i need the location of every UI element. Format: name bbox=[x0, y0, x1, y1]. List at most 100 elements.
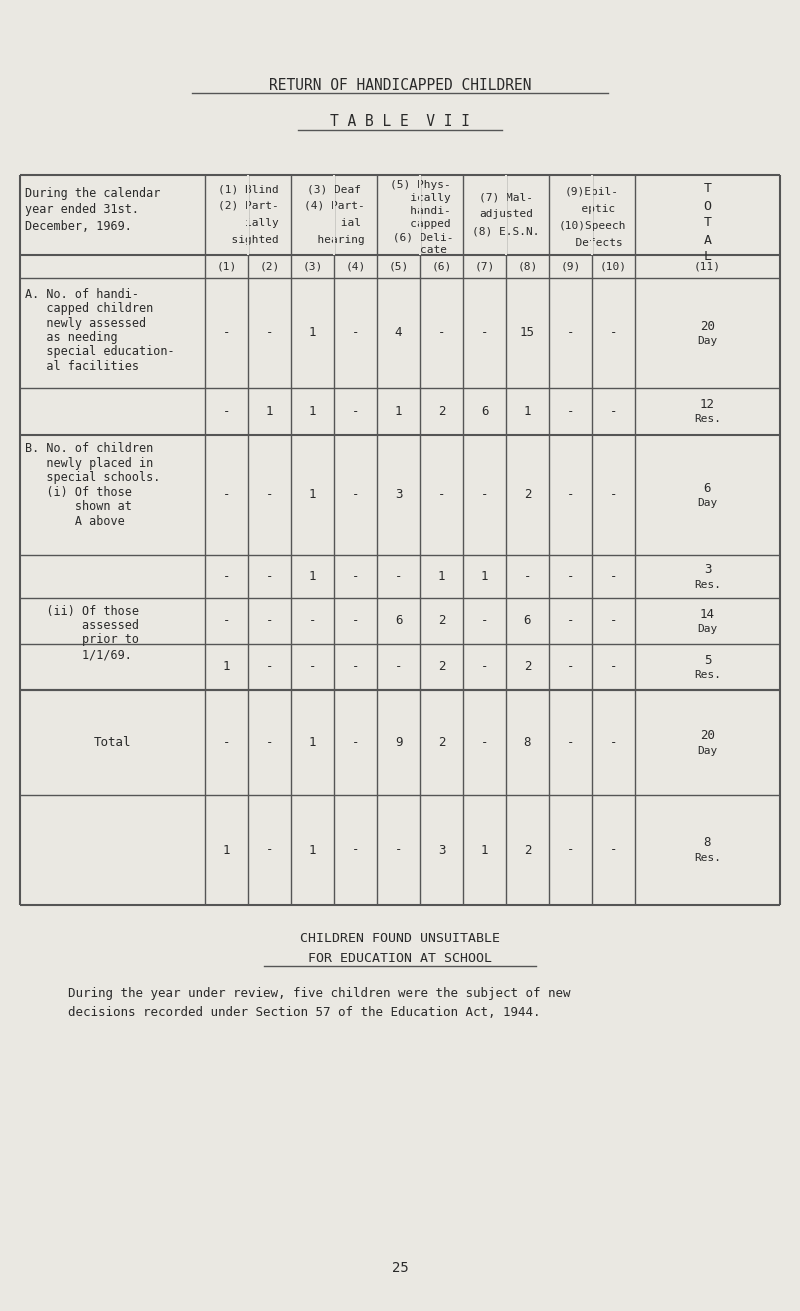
Text: (6) Deli-: (6) Deli- bbox=[386, 232, 454, 243]
Text: (3) Deaf: (3) Deaf bbox=[307, 184, 361, 194]
Text: -: - bbox=[222, 570, 230, 583]
Text: as needing: as needing bbox=[25, 330, 118, 343]
Text: (1): (1) bbox=[216, 261, 237, 271]
Text: 14: 14 bbox=[700, 607, 715, 620]
Text: -: - bbox=[309, 661, 316, 674]
Text: -: - bbox=[566, 405, 574, 418]
Text: newly placed in: newly placed in bbox=[25, 458, 154, 471]
Text: -: - bbox=[566, 326, 574, 340]
Text: T A B L E  V I I: T A B L E V I I bbox=[330, 114, 470, 130]
Text: -: - bbox=[481, 735, 488, 749]
Text: -: - bbox=[266, 843, 274, 856]
Bar bbox=[333, 174, 335, 256]
Text: 2: 2 bbox=[524, 489, 531, 502]
Text: T: T bbox=[703, 182, 711, 195]
Text: -: - bbox=[309, 615, 316, 628]
Text: 12: 12 bbox=[700, 399, 715, 412]
Text: al facilities: al facilities bbox=[25, 361, 139, 374]
Text: ially: ially bbox=[218, 218, 278, 228]
Text: newly assessed: newly assessed bbox=[25, 316, 146, 329]
Text: -: - bbox=[481, 326, 488, 340]
Text: 2: 2 bbox=[524, 843, 531, 856]
Text: December, 1969.: December, 1969. bbox=[25, 220, 132, 233]
Text: (4): (4) bbox=[346, 261, 366, 271]
Text: During the calendar: During the calendar bbox=[25, 186, 160, 199]
Text: 3: 3 bbox=[394, 489, 402, 502]
Text: year ended 31st.: year ended 31st. bbox=[25, 203, 139, 216]
Text: 1: 1 bbox=[309, 489, 316, 502]
Text: eptic: eptic bbox=[568, 205, 616, 214]
Text: -: - bbox=[266, 570, 274, 583]
Text: (7) Mal-: (7) Mal- bbox=[479, 191, 533, 202]
Text: -: - bbox=[222, 735, 230, 749]
Text: -: - bbox=[352, 843, 359, 856]
Text: 2: 2 bbox=[438, 405, 446, 418]
Text: 1: 1 bbox=[266, 405, 274, 418]
Text: -: - bbox=[222, 405, 230, 418]
Text: -: - bbox=[566, 735, 574, 749]
Text: 20: 20 bbox=[700, 729, 715, 742]
Text: -: - bbox=[610, 489, 618, 502]
Text: -: - bbox=[266, 615, 274, 628]
Text: 1: 1 bbox=[394, 405, 402, 418]
Text: cate: cate bbox=[393, 245, 447, 256]
Text: Defects: Defects bbox=[562, 239, 622, 248]
Text: Day: Day bbox=[698, 746, 718, 755]
Text: 2: 2 bbox=[438, 661, 446, 674]
Text: L: L bbox=[703, 250, 711, 264]
Text: Res.: Res. bbox=[694, 414, 721, 425]
Text: -: - bbox=[352, 405, 359, 418]
Text: 2: 2 bbox=[438, 735, 446, 749]
Text: Res.: Res. bbox=[694, 579, 721, 590]
Text: -: - bbox=[610, 570, 618, 583]
Text: 9: 9 bbox=[394, 735, 402, 749]
Bar bbox=[506, 174, 507, 256]
Text: special schools.: special schools. bbox=[25, 472, 160, 485]
Text: CHILDREN FOUND UNSUITABLE: CHILDREN FOUND UNSUITABLE bbox=[300, 932, 500, 944]
Text: -: - bbox=[222, 615, 230, 628]
Text: (10)Speech: (10)Speech bbox=[558, 222, 626, 231]
Text: 1: 1 bbox=[438, 570, 446, 583]
Text: -: - bbox=[524, 570, 531, 583]
Text: A. No. of handi-: A. No. of handi- bbox=[25, 287, 139, 300]
Text: 3: 3 bbox=[704, 562, 711, 576]
Text: (1) Blind: (1) Blind bbox=[218, 184, 278, 194]
Text: 1: 1 bbox=[222, 661, 230, 674]
Text: (9)Epil-: (9)Epil- bbox=[565, 187, 619, 197]
Text: -: - bbox=[222, 326, 230, 340]
Text: -: - bbox=[352, 326, 359, 340]
Text: (2) Part-: (2) Part- bbox=[218, 201, 278, 211]
Text: 1: 1 bbox=[222, 843, 230, 856]
Text: -: - bbox=[610, 661, 618, 674]
Text: -: - bbox=[566, 615, 574, 628]
Text: 6: 6 bbox=[481, 405, 488, 418]
Text: (2): (2) bbox=[259, 261, 280, 271]
Text: Day: Day bbox=[698, 336, 718, 346]
Text: capped: capped bbox=[390, 219, 450, 229]
Text: 2: 2 bbox=[524, 661, 531, 674]
Text: (6): (6) bbox=[431, 261, 452, 271]
Text: -: - bbox=[394, 570, 402, 583]
Text: 1/1/69.: 1/1/69. bbox=[25, 648, 132, 661]
Text: Day: Day bbox=[698, 498, 718, 507]
Text: -: - bbox=[266, 735, 274, 749]
Text: -: - bbox=[610, 843, 618, 856]
Text: 1: 1 bbox=[309, 735, 316, 749]
Text: 20: 20 bbox=[700, 320, 715, 333]
Text: -: - bbox=[352, 661, 359, 674]
Text: -: - bbox=[610, 615, 618, 628]
Text: 6: 6 bbox=[704, 481, 711, 494]
Text: -: - bbox=[610, 735, 618, 749]
Text: (5): (5) bbox=[388, 261, 409, 271]
Text: 4: 4 bbox=[394, 326, 402, 340]
Text: Total: Total bbox=[94, 735, 131, 749]
Text: (9): (9) bbox=[560, 261, 581, 271]
Text: 15: 15 bbox=[520, 326, 535, 340]
Text: 1: 1 bbox=[309, 326, 316, 340]
Text: -: - bbox=[352, 570, 359, 583]
Text: -: - bbox=[266, 489, 274, 502]
Text: -: - bbox=[610, 326, 618, 340]
Text: 1: 1 bbox=[309, 570, 316, 583]
Text: O: O bbox=[703, 199, 711, 212]
Text: 1: 1 bbox=[309, 843, 316, 856]
